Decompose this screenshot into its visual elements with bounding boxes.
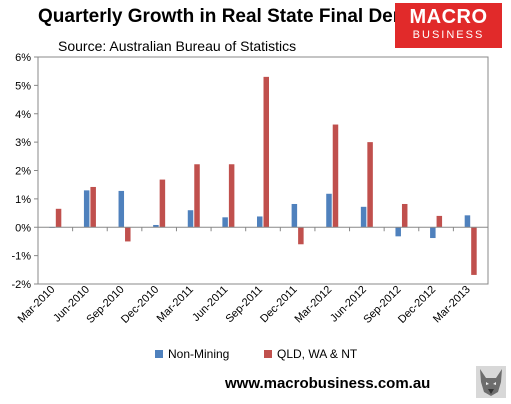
y-tick-label: 2% xyxy=(15,166,31,178)
bar-qld-wa-nt xyxy=(298,227,304,245)
bar-qld-wa-nt xyxy=(367,142,373,228)
bar-non-mining xyxy=(464,215,471,228)
bar-qld-wa-nt xyxy=(194,164,200,228)
bar-qld-wa-nt xyxy=(55,208,62,228)
x-tick-label: Dec-2012 xyxy=(396,284,438,326)
bar-qld-wa-nt xyxy=(228,164,235,228)
y-tick-label: 5% xyxy=(15,80,31,92)
bar-non-mining xyxy=(430,227,436,239)
x-tick-label: Sep-2011 xyxy=(223,284,265,326)
bar-chart: -2%-1%0%1%2%3%4%5%6%Mar-2010Jun-2010Sep-… xyxy=(11,52,489,326)
x-tick-label: Mar-2013 xyxy=(431,284,473,326)
y-tick-label: 4% xyxy=(15,109,31,121)
chart-subtitle: Source: Australian Bureau of Statistics xyxy=(58,38,297,54)
bar-non-mining xyxy=(360,206,367,228)
legend-item-qld-wa-nt: QLD, WA & NT xyxy=(264,347,357,361)
bar-qld-wa-nt xyxy=(332,124,339,228)
bar-qld-wa-nt xyxy=(436,215,443,228)
x-tick-label: Mar-2011 xyxy=(155,284,196,325)
bar-non-mining xyxy=(187,210,194,228)
legend-swatch-qld-wa-nt xyxy=(264,350,272,358)
bar-qld-wa-nt xyxy=(159,179,166,228)
bar-non-mining xyxy=(118,190,125,228)
y-tick-label: 0% xyxy=(15,222,31,234)
bar-non-mining xyxy=(153,224,159,228)
chart-title: Quarterly Growth in Real State Final Dem… xyxy=(38,6,444,27)
bar-non-mining xyxy=(326,193,332,228)
bar-non-mining xyxy=(257,216,263,228)
bar-non-mining xyxy=(395,227,401,237)
brand-logo: MACRO BUSINESS xyxy=(395,3,502,48)
x-tick-label: Dec-2010 xyxy=(119,284,161,326)
legend-label-qld-wa-nt: QLD, WA & NT xyxy=(277,347,358,361)
logo-line-2: BUSINESS xyxy=(412,29,485,41)
wolf-head-icon xyxy=(476,366,506,398)
website-url: www.macrobusiness.com.au xyxy=(225,375,431,392)
bar-non-mining xyxy=(222,217,228,228)
y-tick-label: 3% xyxy=(15,137,31,149)
bar-non-mining xyxy=(291,203,298,228)
bar-qld-wa-nt xyxy=(125,227,131,242)
bar-qld-wa-nt xyxy=(263,76,269,228)
legend-swatch-non-mining xyxy=(155,350,163,358)
bar-qld-wa-nt xyxy=(90,186,96,228)
plot-area xyxy=(37,56,489,285)
logo-line-1: MACRO xyxy=(409,6,488,28)
y-tick-label: -2% xyxy=(11,279,31,291)
bar-qld-wa-nt xyxy=(401,203,408,228)
legend-item-non-mining: Non-Mining xyxy=(155,347,229,361)
bar-qld-wa-nt xyxy=(471,227,477,275)
y-tick-label: 1% xyxy=(15,194,31,206)
x-tick-label: Mar-2012 xyxy=(293,284,335,326)
y-tick-label: 6% xyxy=(15,52,31,64)
legend-label-non-mining: Non-Mining xyxy=(168,347,230,361)
y-tick-label: -1% xyxy=(11,251,31,263)
bar-non-mining xyxy=(83,190,90,228)
